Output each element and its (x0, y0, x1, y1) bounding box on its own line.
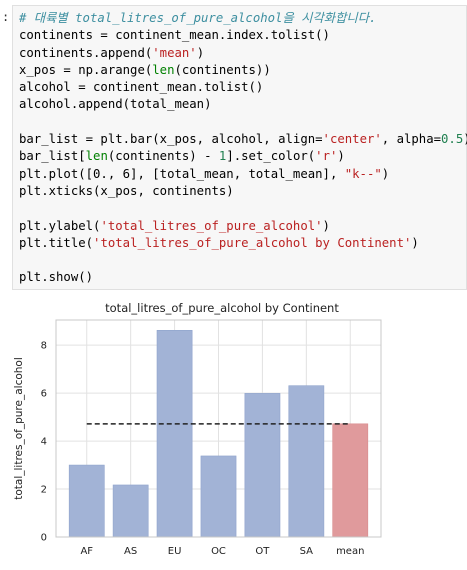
x-tick-label: EU (168, 546, 182, 557)
code-line: plt.plot([0., 6], [total_mean, total_mea… (19, 166, 467, 183)
code-token: alcohol = continent_mean.tolist() (19, 80, 264, 95)
x-tick-label: SA (300, 546, 314, 557)
code-token: plt.xticks(x_pos, continents) (19, 183, 234, 198)
code-token: 'total_litres_of_pure_alcohol' (100, 218, 323, 233)
code-token: ) (411, 235, 419, 250)
bar-oc (200, 455, 237, 538)
code-token: (continents) - (107, 149, 219, 164)
bar-eu (156, 330, 193, 538)
code-token: 1 (218, 149, 227, 164)
code-token: ) (337, 149, 345, 164)
code-line (19, 114, 467, 131)
code-token: ].set_color( (226, 149, 316, 164)
y-tick-label: 8 (41, 341, 47, 352)
y-tick-label: 6 (41, 389, 47, 400)
cell-output: total_litres_of_pure_alcohol by Continen… (0, 290, 467, 566)
code-line: bar_list[len(continents) - 1].set_color(… (19, 148, 467, 165)
bar-as (112, 484, 149, 538)
code-line: plt.title('total_litres_of_pure_alcohol … (19, 235, 467, 252)
y-axis-label: total_litres_of_pure_alcohol (13, 357, 25, 500)
bar-ot (244, 393, 281, 538)
cell-prompt-marker: : (2, 10, 10, 24)
code-token: "k--" (344, 166, 382, 181)
code-token: ) (322, 218, 330, 233)
code-token: alcohol.append(total_mean) (19, 97, 212, 112)
code-line: continents = continent_mean.index.tolist… (19, 27, 467, 44)
code-line (19, 200, 467, 217)
code-token: 'r' (315, 149, 338, 164)
code-token: bar_list = plt.bar(x_pos, alcohol, align… (19, 132, 323, 147)
code-line: plt.ylabel('total_litres_of_pure_alcohol… (19, 218, 467, 235)
code-token: ) (463, 132, 467, 146)
code-line: plt.xticks(x_pos, continents) (19, 183, 467, 200)
plot-area: 0 2 4 6 8 AF AS EU OC OT SA mean (41, 319, 382, 557)
code-line: plt.show() (19, 269, 467, 286)
code-line: continents.append('mean') (19, 45, 467, 62)
code-token: (continents)) (174, 62, 271, 77)
code-token: 'center' (322, 132, 382, 147)
code-line (19, 252, 467, 269)
code-editor[interactable]: # 대륙별 total_litres_of_pure_alcohol을 시각화합… (19, 10, 467, 287)
code-token: ) (196, 45, 205, 60)
code-line: bar_list = plt.bar(x_pos, alcohol, align… (19, 131, 467, 148)
y-tick-label: 4 (41, 437, 47, 448)
code-token: , alpha= (381, 132, 442, 147)
x-tick-label: AS (124, 546, 137, 557)
code-line: alcohol.append(total_mean) (19, 96, 467, 113)
bar-af (68, 464, 105, 538)
x-tick-label: OT (255, 546, 270, 557)
x-tick-label: AF (80, 546, 93, 557)
plot-frame (55, 319, 382, 538)
chart-title: total_litres_of_pure_alcohol by Continen… (105, 301, 339, 315)
y-tick-label: 0 (41, 533, 47, 544)
code-line: alcohol = continent_mean.tolist() (19, 79, 467, 96)
code-token: bar_list[ (19, 149, 86, 164)
code-token: len (85, 149, 108, 164)
code-token: plt.show() (19, 270, 94, 285)
code-cell[interactable]: # 대륙별 total_litres_of_pure_alcohol을 시각화합… (12, 5, 467, 290)
bar-mean (332, 423, 369, 538)
code-token: plt.ylabel( (19, 218, 101, 233)
code-token: plt.plot([0., 6], [total_mean, total_mea… (19, 166, 345, 181)
code-token: continents = continent_mean.index.tolist… (19, 28, 330, 43)
x-tick-label: OC (211, 546, 226, 557)
bar-chart: total_litres_of_pure_alcohol by Continen… (13, 301, 382, 557)
bar-sa (288, 385, 325, 538)
code-token: 0.5 (441, 132, 464, 147)
code-token: 'total_litres_of_pure_alcohol by Contine… (93, 235, 412, 250)
code-token: # 대륙별 total_litres_of_pure_alcohol을 시각화합… (19, 11, 377, 25)
y-tick-label: 2 (41, 485, 47, 496)
code-token: x_pos = np.arange( (19, 62, 153, 77)
code-token: len (152, 62, 175, 77)
code-line: x_pos = np.arange(len(continents)) (19, 62, 467, 79)
code-line: # 대륙별 total_litres_of_pure_alcohol을 시각화합… (19, 10, 467, 27)
code-token: plt.title( (19, 235, 94, 250)
code-token: 'mean' (152, 45, 197, 60)
code-token: ) (381, 166, 390, 181)
code-token: continents.append( (19, 45, 153, 60)
x-tick-label: mean (336, 546, 364, 557)
